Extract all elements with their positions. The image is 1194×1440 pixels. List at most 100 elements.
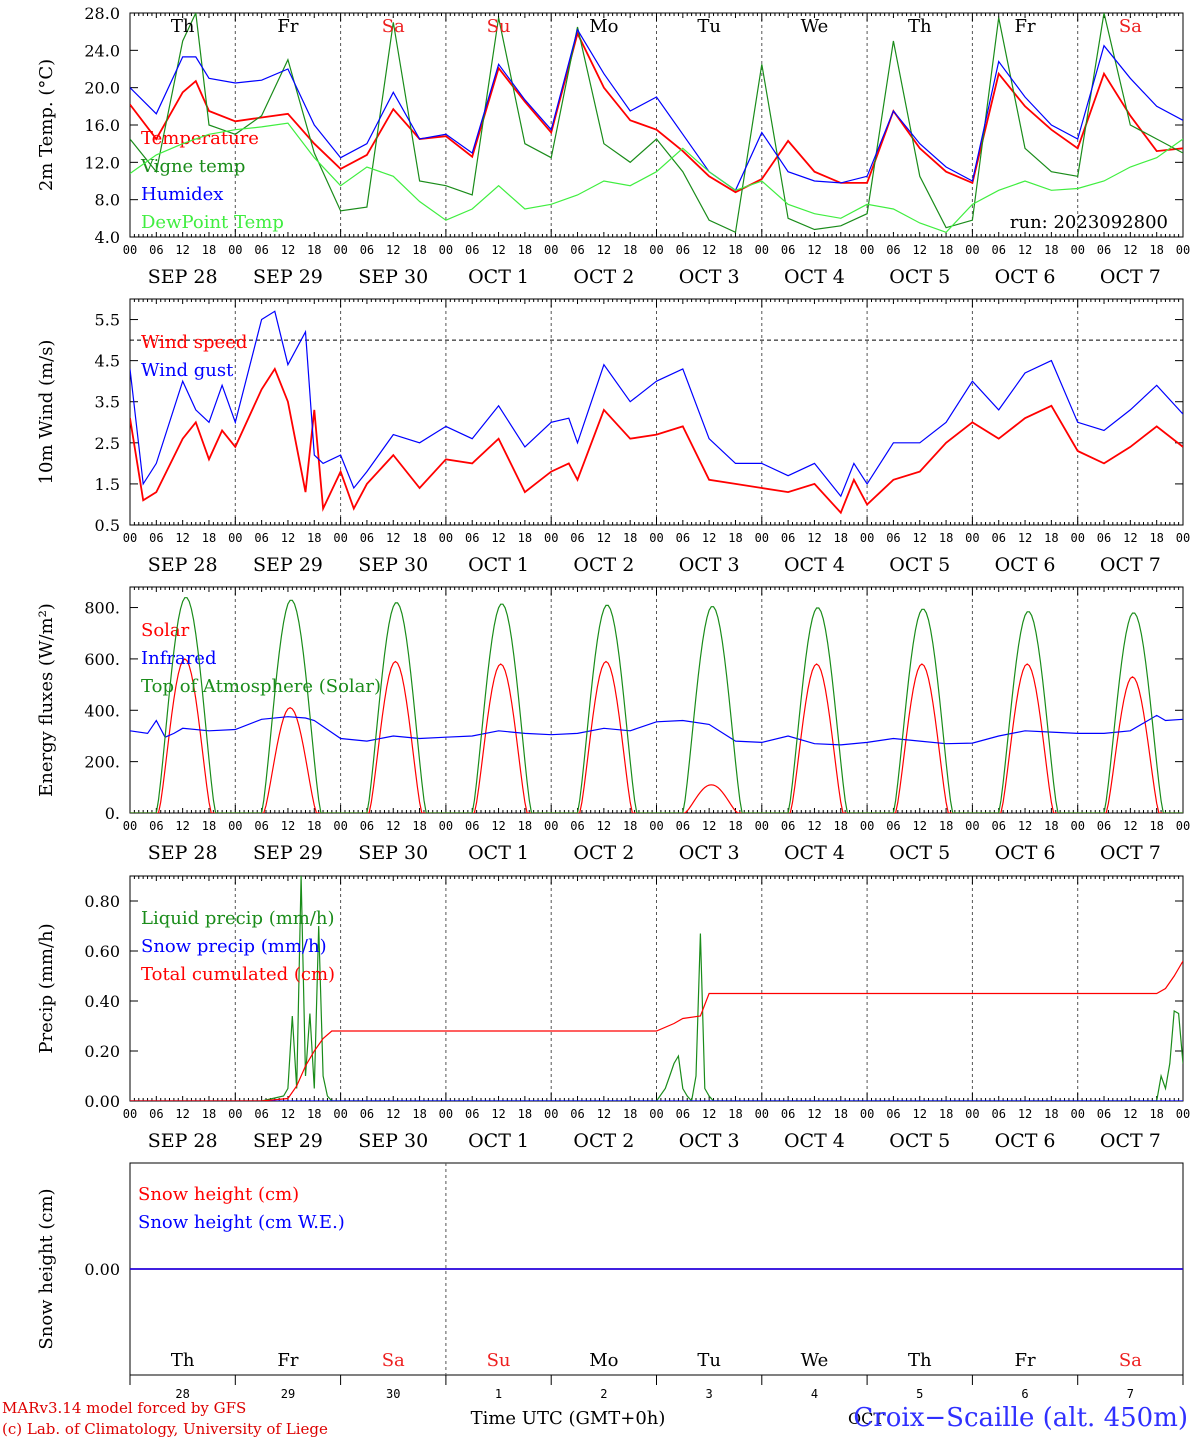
hour-label: 00 [1070,819,1084,833]
hour-label: 00 [439,819,453,833]
hour-label: 12 [386,819,400,833]
hour-label: 12 [807,1107,821,1121]
legend-entry: Snow height (cm W.E.) [138,1212,345,1233]
hour-label: 00 [333,243,347,257]
date-label: OCT 7 [1100,842,1161,864]
date-label: OCT 5 [889,1130,950,1152]
date-label: OCT 3 [679,842,740,864]
y-tick-label: 8.0 [95,191,120,210]
panel-3: 00 06 12 18 00 06 12 18 00 06 12 18 00 06 12 18 00 06 12 18… [36,586,1190,864]
day-abbr-label: We [801,16,829,37]
legend-entry: Top of Atmosphere (Solar) [141,676,381,697]
hour-label: 06 [991,819,1005,833]
hour-label: 12 [807,531,821,545]
hour-label: 06 [254,531,268,545]
hour-label: 12 [807,243,821,257]
hour-label: 12 [175,243,189,257]
series-line-2-1 [130,366,1183,515]
day-number-label: 5 [916,1387,923,1401]
hour-label: 00 [1176,819,1190,833]
y-axis-title: 2m Temp. (°C) [36,59,57,191]
hour-label: 06 [991,1107,1005,1121]
day-abbr-label: Mo [589,16,618,37]
y-tick-label: 0.00 [84,1260,120,1279]
legend-entry: Solar [141,620,190,641]
hour-label: 00 [1176,531,1190,545]
y-tick-label: 0.20 [84,1042,120,1061]
day-number-label: 7 [1127,1387,1134,1401]
hour-label: 12 [702,819,716,833]
hour-label: 00 [860,243,874,257]
hour-label: 12 [597,819,611,833]
hour-label: 18 [307,819,321,833]
legend-entry: Snow height (cm) [138,1184,299,1205]
hour-label: 06 [1097,1107,1111,1121]
day-abbr-label: Sa [382,1350,405,1371]
hour-label: 12 [913,819,927,833]
date-label: OCT 4 [784,266,845,288]
hour-label: 18 [202,819,216,833]
hour-label: 18 [728,1107,742,1121]
y-tick-label: 24.0 [84,41,120,60]
hour-label: 06 [570,531,584,545]
y-tick-label: 0.5 [95,516,120,535]
hour-label: 00 [439,531,453,545]
date-label: SEP 28 [148,842,218,864]
series-line-1-2 [130,13,1183,234]
date-label: OCT 1 [468,266,529,288]
hour-label: 06 [676,531,690,545]
legend-entry: Snow precip (mm/h) [141,936,327,957]
hour-label: 06 [149,243,163,257]
hour-label: 12 [702,243,716,257]
y-tick-label: 600. [84,650,120,669]
hour-label: 00 [544,243,558,257]
hour-label: 00 [123,531,137,545]
hour-label: 00 [544,819,558,833]
y-tick-label: 1.5 [95,475,120,494]
hour-label: 06 [676,819,690,833]
day-number-label: 1 [495,1387,502,1401]
date-label: OCT 3 [679,554,740,576]
hour-label: 18 [834,1107,848,1121]
date-label: OCT 4 [784,842,845,864]
day-abbr-label: Sa [1119,16,1142,37]
hour-label: 12 [1018,1107,1032,1121]
hour-label: 12 [386,1107,400,1121]
hour-label: 18 [623,531,637,545]
hour-label: 12 [597,243,611,257]
hour-label: 00 [123,1107,137,1121]
date-label: SEP 28 [148,554,218,576]
series-line-1-3 [130,28,1183,192]
hour-label: 06 [149,531,163,545]
footer-model: MARv3.14 model forced by GFS [2,1399,246,1417]
hour-label: 12 [491,531,505,545]
hour-label: 06 [149,1107,163,1121]
hour-label: 00 [439,1107,453,1121]
date-label: OCT 3 [679,1130,740,1152]
hour-label: 06 [570,1107,584,1121]
day-abbr-label: Th [908,1350,932,1371]
hour-label: 12 [386,243,400,257]
day-abbr-label: Mo [589,1350,618,1371]
hour-label: 18 [939,819,953,833]
hour-label: 06 [1097,243,1111,257]
hour-label: 00 [965,1107,979,1121]
day-abbr-label: Tu [697,16,721,37]
hour-label: 00 [1070,243,1084,257]
hour-label: 18 [939,243,953,257]
hour-label: 18 [728,243,742,257]
hour-label: 06 [781,1107,795,1121]
legend-entry: Infrared [141,648,216,669]
day-abbr-label: Tu [697,1350,721,1371]
date-label: OCT 2 [573,842,634,864]
date-label: OCT 6 [995,554,1056,576]
hour-label: 00 [649,1107,663,1121]
panel-2: 00 06 12 18 00 06 12 18 00 06 12 18 00 06 12 18 00 06 12 18… [36,298,1190,576]
series-line-4-1 [130,876,1183,1101]
day-abbr-label: Fr [1015,16,1036,37]
hour-label: 18 [623,819,637,833]
hour-label: 12 [175,1107,189,1121]
hour-label: 00 [333,1107,347,1121]
y-tick-label: 20.0 [84,79,120,98]
